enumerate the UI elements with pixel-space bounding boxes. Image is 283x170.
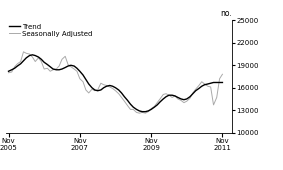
Legend: Trend, Seasonally Adjusted: Trend, Seasonally Adjusted <box>9 24 93 37</box>
Text: no.: no. <box>220 9 232 18</box>
